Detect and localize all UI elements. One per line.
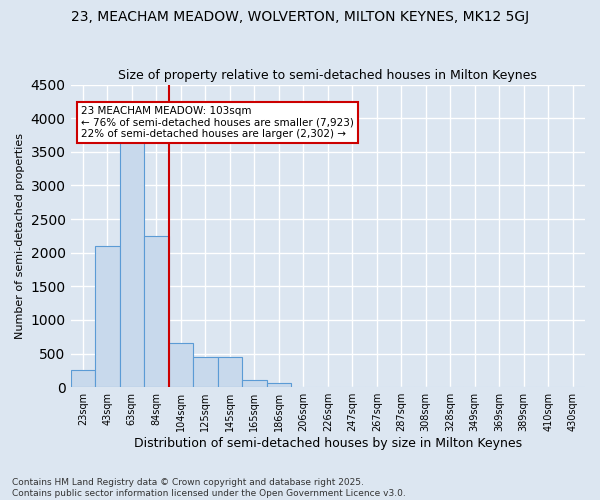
Bar: [95, 246, 119, 387]
Bar: [242, 380, 266, 387]
Text: 23, MEACHAM MEADOW, WOLVERTON, MILTON KEYNES, MK12 5GJ: 23, MEACHAM MEADOW, WOLVERTON, MILTON KE…: [71, 10, 529, 24]
Bar: [266, 383, 291, 387]
Y-axis label: Number of semi-detached properties: Number of semi-detached properties: [15, 133, 25, 339]
Text: Contains HM Land Registry data © Crown copyright and database right 2025.
Contai: Contains HM Land Registry data © Crown c…: [12, 478, 406, 498]
X-axis label: Distribution of semi-detached houses by size in Milton Keynes: Distribution of semi-detached houses by …: [134, 437, 522, 450]
Text: 23 MEACHAM MEADOW: 103sqm
← 76% of semi-detached houses are smaller (7,923)
22% : 23 MEACHAM MEADOW: 103sqm ← 76% of semi-…: [81, 106, 354, 139]
Bar: [193, 357, 218, 387]
Title: Size of property relative to semi-detached houses in Milton Keynes: Size of property relative to semi-detach…: [118, 69, 537, 82]
Bar: [144, 236, 169, 387]
Bar: [119, 142, 144, 387]
Bar: [71, 370, 95, 387]
Bar: [169, 344, 193, 387]
Bar: [218, 357, 242, 387]
